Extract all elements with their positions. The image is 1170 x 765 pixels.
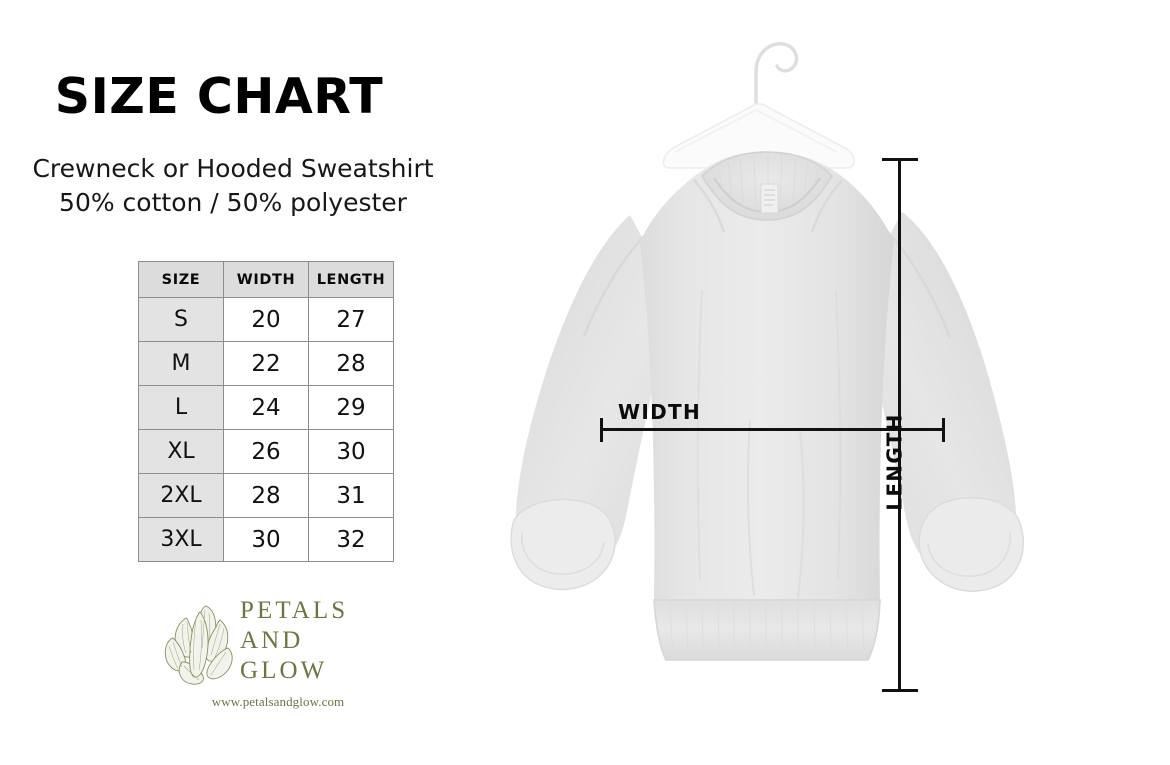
cell-size: L bbox=[138, 385, 224, 430]
column-header-width: WIDTH bbox=[223, 261, 309, 298]
cell-length: 32 bbox=[308, 517, 394, 562]
page-title: SIZE CHART bbox=[54, 68, 384, 125]
cell-length: 27 bbox=[308, 297, 394, 342]
cell-size: M bbox=[138, 341, 224, 386]
garment-panel: WIDTH LENGTH bbox=[470, 0, 1170, 765]
logo-line-glow: GLOW bbox=[240, 657, 328, 684]
logo-website-url: www.petalsandglow.com bbox=[211, 694, 345, 709]
left-sleeve bbox=[510, 215, 676, 591]
table-header: SIZE WIDTH LENGTH bbox=[138, 261, 394, 298]
logo-line-and: AND bbox=[240, 627, 304, 654]
table-header-row: SIZE WIDTH LENGTH bbox=[138, 261, 394, 298]
width-endcap-right bbox=[942, 418, 945, 442]
cell-width: 26 bbox=[223, 429, 309, 474]
table-row: XL 26 30 bbox=[138, 429, 394, 474]
cell-width: 28 bbox=[223, 473, 309, 518]
cell-length: 31 bbox=[308, 473, 394, 518]
brand-logo: PETALS AND GLOW www.petalsandglow.com bbox=[160, 596, 375, 724]
cell-width: 30 bbox=[223, 517, 309, 562]
hanger-hook-icon bbox=[754, 42, 799, 107]
logo-line-petals: PETALS bbox=[240, 597, 349, 624]
width-measure-line bbox=[600, 428, 945, 431]
cell-size: S bbox=[138, 297, 224, 342]
width-endcap-left bbox=[600, 418, 603, 442]
column-header-length: LENGTH bbox=[308, 261, 394, 298]
brand-tag-icon bbox=[760, 183, 779, 214]
table-row: 2XL 28 31 bbox=[138, 473, 394, 518]
cell-width: 24 bbox=[223, 385, 309, 430]
width-measurement-annotation: WIDTH bbox=[600, 400, 945, 442]
subtitle-line-garment: Crewneck or Hooded Sweatshirt bbox=[32, 154, 434, 183]
length-endcap-bottom bbox=[882, 689, 918, 692]
cell-length: 29 bbox=[308, 385, 394, 430]
size-table-container: SIZE WIDTH LENGTH S 20 27 M 22 28 bbox=[138, 261, 394, 562]
hem-ribbing bbox=[653, 599, 881, 661]
table-row: S 20 27 bbox=[138, 297, 394, 342]
table-row: M 22 28 bbox=[138, 341, 394, 386]
hanger-bar bbox=[662, 103, 855, 169]
cell-length: 28 bbox=[308, 341, 394, 386]
sweatshirt-photo bbox=[510, 42, 1025, 661]
cell-size: 3XL bbox=[138, 517, 224, 562]
width-measurement-label: WIDTH bbox=[618, 400, 701, 424]
length-measurement-label: LENGTH bbox=[882, 413, 907, 511]
flower-petals-icon bbox=[164, 605, 233, 685]
size-table: SIZE WIDTH LENGTH S 20 27 M 22 28 bbox=[138, 261, 394, 562]
cell-width: 22 bbox=[223, 341, 309, 386]
length-measurement-annotation: LENGTH bbox=[870, 150, 930, 700]
cell-size: 2XL bbox=[138, 473, 224, 518]
logo-wordmark: PETALS AND GLOW bbox=[240, 596, 376, 686]
cell-size: XL bbox=[138, 429, 224, 474]
right-sleeve bbox=[856, 212, 1025, 592]
sweatshirt-body bbox=[640, 152, 894, 660]
length-measure-line bbox=[898, 158, 901, 692]
cell-length: 30 bbox=[308, 429, 394, 474]
table-row: L 24 29 bbox=[138, 385, 394, 430]
table-row: 3XL 30 32 bbox=[138, 517, 394, 562]
subtitle-line-material: 50% cotton / 50% polyester bbox=[59, 187, 407, 217]
left-info-panel: SIZE CHART Crewneck or Hooded Sweatshirt… bbox=[0, 0, 490, 765]
table-body: S 20 27 M 22 28 L 24 29 XL bbox=[138, 297, 394, 562]
subtitle-block: Crewneck or Hooded Sweatshirt 50% cotton… bbox=[0, 152, 490, 219]
cell-width: 20 bbox=[223, 297, 309, 342]
column-header-size: SIZE bbox=[138, 261, 224, 298]
